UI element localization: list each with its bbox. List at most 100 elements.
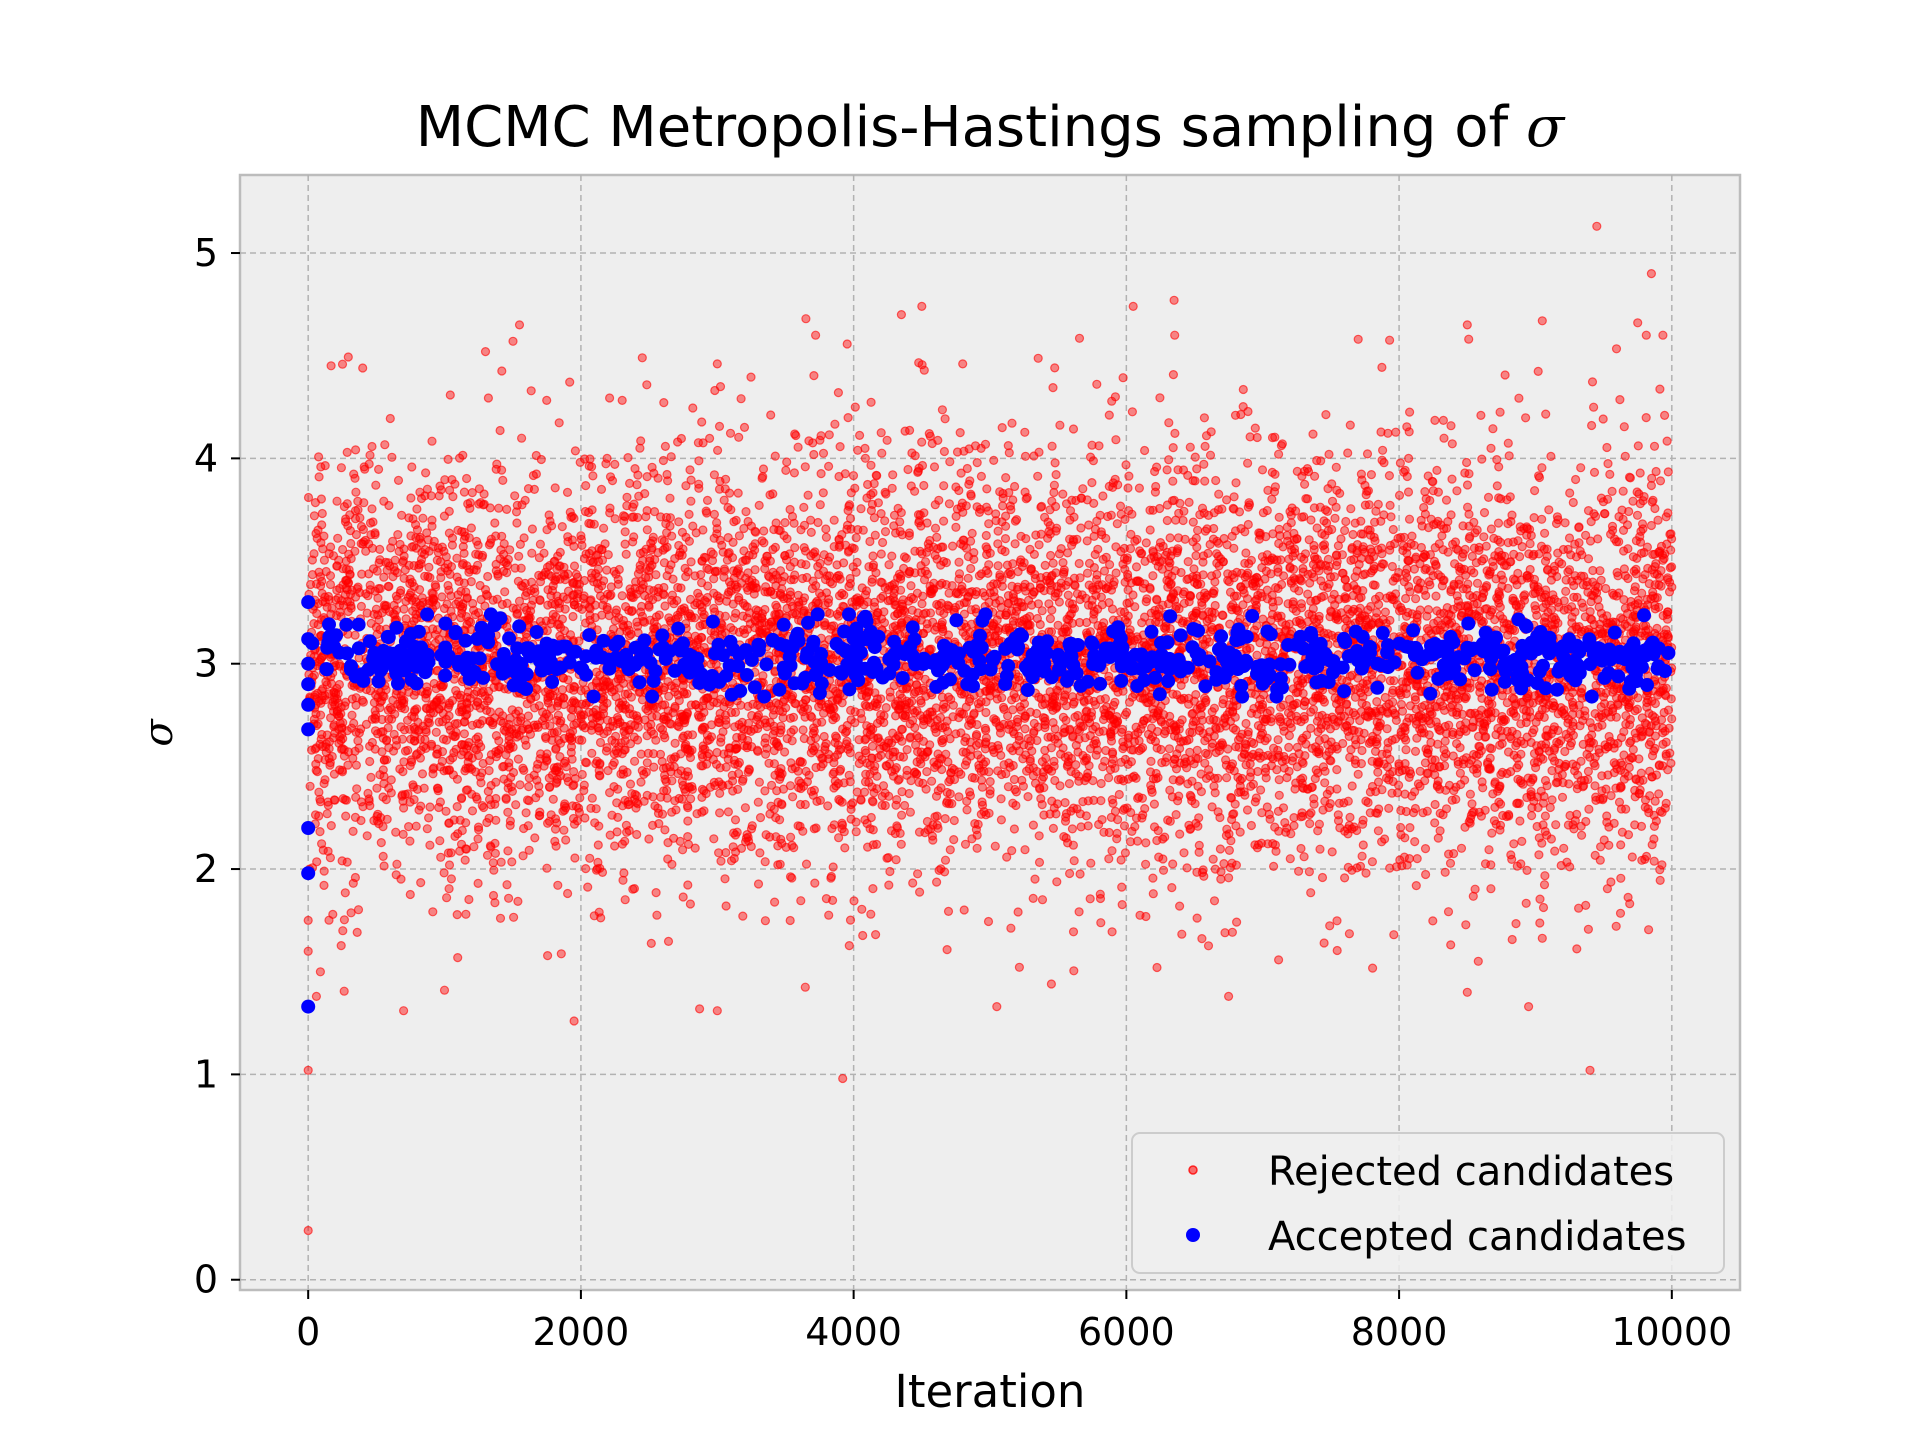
rejected-point xyxy=(1242,458,1253,468)
rejected-point xyxy=(365,450,375,460)
rejected-point xyxy=(1521,898,1531,908)
rejected-point xyxy=(469,842,479,852)
rejected-point xyxy=(1015,557,1025,568)
rejected-point xyxy=(514,551,524,561)
rejected-point xyxy=(1200,441,1210,451)
rejected-point xyxy=(542,863,552,873)
rejected-point xyxy=(502,880,512,890)
rejected-point xyxy=(1404,407,1415,417)
rejected-point xyxy=(350,473,360,483)
rejected-point xyxy=(467,806,478,816)
rejected-point xyxy=(857,904,867,914)
rejected-point xyxy=(609,749,619,759)
rejected-point xyxy=(943,906,954,917)
rejected-point xyxy=(1460,544,1470,555)
rejected-point xyxy=(1605,469,1615,479)
rejected-point xyxy=(1539,528,1550,538)
rejected-point xyxy=(427,515,437,525)
rejected-point xyxy=(967,528,977,539)
rejected-point xyxy=(1304,535,1314,545)
rejected-point xyxy=(476,778,486,788)
rejected-point xyxy=(1058,728,1069,738)
rejected-point xyxy=(1170,428,1180,438)
rejected-point xyxy=(1387,788,1397,798)
rejected-point xyxy=(951,511,961,522)
rejected-point xyxy=(351,487,361,497)
rejected-point xyxy=(653,803,663,813)
rejected-point xyxy=(629,532,639,542)
rejected-point xyxy=(757,473,767,483)
rejected-point xyxy=(746,372,756,382)
rejected-point xyxy=(629,756,640,766)
rejected-point xyxy=(1010,516,1021,526)
rejected-point xyxy=(796,896,806,906)
rejected-point xyxy=(656,792,666,802)
rejected-point xyxy=(1472,578,1483,588)
rejected-point xyxy=(966,489,976,499)
rejected-point xyxy=(570,446,581,456)
rejected-point xyxy=(1210,600,1220,611)
rejected-point xyxy=(1193,821,1203,831)
rejected-point xyxy=(1171,809,1181,820)
rejected-point xyxy=(1400,789,1410,799)
rejected-point xyxy=(801,859,812,869)
rejected-point xyxy=(1141,538,1151,548)
rejected-point xyxy=(1362,449,1373,459)
rejected-point xyxy=(896,810,907,820)
rejected-point xyxy=(385,413,395,424)
rejected-point xyxy=(1030,874,1040,884)
rejected-point xyxy=(419,783,429,793)
rejected-point xyxy=(667,531,677,541)
rejected-point xyxy=(692,809,702,819)
rejected-point xyxy=(714,808,725,818)
rejected-point xyxy=(322,809,332,819)
rejected-point xyxy=(1229,492,1239,502)
rejected-point xyxy=(1014,962,1025,972)
rejected-point xyxy=(905,807,916,817)
rejected-point xyxy=(877,537,888,548)
rejected-point xyxy=(347,710,357,720)
rejected-point xyxy=(1528,774,1538,785)
rejected-point xyxy=(1096,778,1106,789)
rejected-point xyxy=(865,824,875,834)
rejected-point xyxy=(642,380,652,390)
rejected-point xyxy=(928,835,938,845)
rejected-point xyxy=(1402,471,1412,482)
rejected-point xyxy=(851,533,861,543)
rejected-point xyxy=(1246,767,1256,778)
rejected-point xyxy=(1403,487,1414,497)
rejected-point xyxy=(1203,765,1214,775)
rejected-point xyxy=(466,523,476,533)
rejected-point xyxy=(642,758,652,768)
rejected-point xyxy=(473,822,484,832)
rejected-point xyxy=(867,741,878,751)
rejected-point xyxy=(1132,836,1143,846)
rejected-point xyxy=(1385,500,1395,510)
rejected-point xyxy=(1192,745,1202,755)
rejected-point xyxy=(1299,714,1310,724)
rejected-point xyxy=(830,419,840,429)
rejected-point xyxy=(447,540,457,550)
rejected-point xyxy=(1002,560,1013,570)
rejected-point xyxy=(315,967,325,977)
rejected-point xyxy=(484,540,494,550)
rejected-point xyxy=(936,864,946,874)
rejected-point xyxy=(1533,757,1543,767)
rejected-point xyxy=(367,441,377,452)
rejected-point xyxy=(575,793,585,803)
rejected-point xyxy=(860,443,870,453)
rejected-point xyxy=(554,418,564,428)
rejected-point xyxy=(1649,441,1660,451)
rejected-point xyxy=(985,776,995,787)
rejected-point xyxy=(380,440,390,450)
rejected-point xyxy=(519,765,529,776)
rejected-point xyxy=(1103,773,1114,783)
rejected-point xyxy=(945,457,955,467)
rejected-point xyxy=(465,498,475,508)
rejected-point xyxy=(632,480,642,490)
rejected-point xyxy=(897,787,907,797)
rejected-point xyxy=(1047,441,1057,451)
rejected-point xyxy=(940,813,950,824)
rejected-point xyxy=(1162,465,1172,475)
rejected-point xyxy=(1007,581,1017,591)
